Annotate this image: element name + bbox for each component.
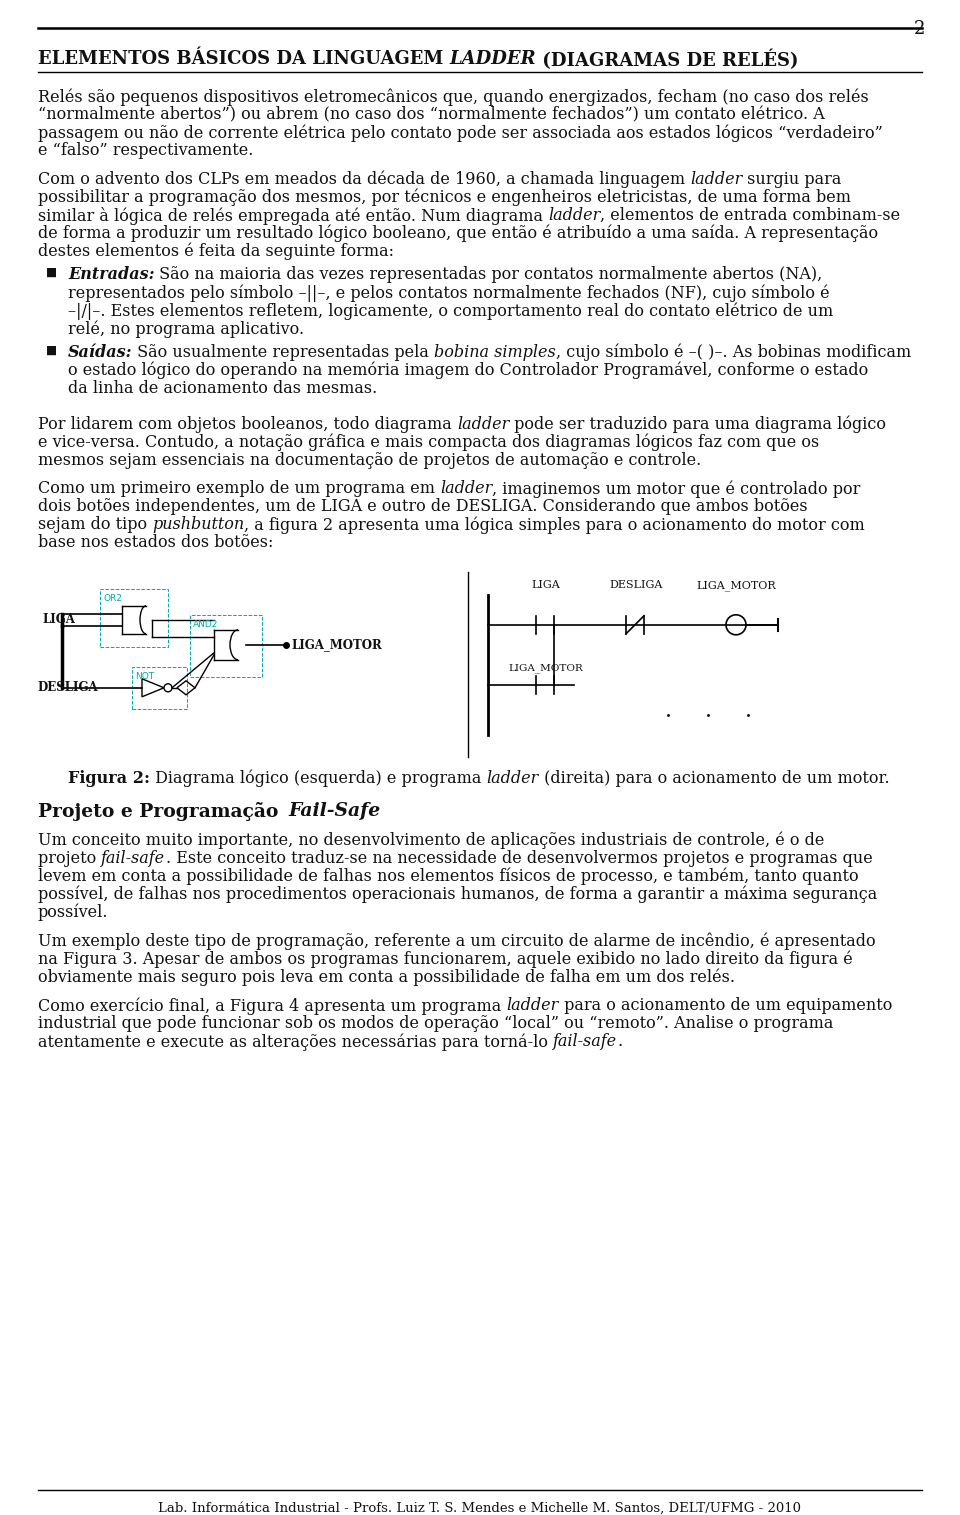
Text: Um exemplo deste tipo de programação, referente a um circuito de alarme de incên: Um exemplo deste tipo de programação, re…	[38, 933, 876, 950]
Text: sejam do tipo: sejam do tipo	[38, 517, 153, 533]
Text: ELEMENTOS BÁSICOS DA LINGUAGEM: ELEMENTOS BÁSICOS DA LINGUAGEM	[38, 50, 449, 68]
Bar	[100, 589, 168, 647]
Text: representados pelo símbolo –||–, e pelos contatos normalmente fechados (NF), cuj: representados pelo símbolo –||–, e pelos…	[68, 285, 829, 301]
Text: dois botões independentes, um de LIGA e outro de DESLIGA. Considerando que ambos: dois botões independentes, um de LIGA e …	[38, 498, 807, 515]
Text: AND2: AND2	[193, 620, 218, 629]
Text: Um conceito muito importante, no desenvolvimento de aplicações industriais de co: Um conceito muito importante, no desenvo…	[38, 832, 825, 850]
Text: da linha de acionamento das mesmas.: da linha de acionamento das mesmas.	[68, 380, 377, 397]
Text: LIGA_MOTOR: LIGA_MOTOR	[509, 664, 584, 673]
Text: relé, no programa aplicativo.: relé, no programa aplicativo.	[68, 320, 304, 338]
Text: ladder: ladder	[457, 415, 509, 433]
Text: (DIAGRAMAS DE RELÉS): (DIAGRAMAS DE RELÉS)	[537, 50, 799, 70]
Text: Diagrama lógico (esquerda) e programa: Diagrama lógico (esquerda) e programa	[150, 770, 487, 788]
Text: e vice-versa. Contudo, a notação gráfica e mais compacta dos diagramas lógicos f: e vice-versa. Contudo, a notação gráfica…	[38, 433, 819, 451]
Text: ladder: ladder	[506, 997, 559, 1015]
Text: NOT: NOT	[135, 671, 155, 680]
Text: ■: ■	[46, 267, 58, 279]
Text: , elementos de entrada combinam-se: , elementos de entrada combinam-se	[600, 208, 900, 224]
Text: –|/|–. Estes elementos refletem, logicamente, o comportamento real do contato el: –|/|–. Estes elementos refletem, logicam…	[68, 301, 833, 320]
Text: . Este conceito traduz-se na necessidade de desenvolvermos projetos e programas : . Este conceito traduz-se na necessidade…	[165, 850, 873, 867]
Text: (direita) para o acionamento de um motor.: (direita) para o acionamento de um motor…	[539, 770, 889, 786]
Text: São usualmente representadas pela: São usualmente representadas pela	[132, 344, 435, 361]
Text: DESLIGA: DESLIGA	[610, 580, 662, 589]
Text: fail-safe: fail-safe	[102, 850, 165, 867]
Text: , imaginemos um motor que é controlado por: , imaginemos um motor que é controlado p…	[492, 480, 861, 498]
Text: destes elementos é feita da seguinte forma:: destes elementos é feita da seguinte for…	[38, 242, 394, 261]
Text: , a figura 2 apresenta uma lógica simples para o acionamento do motor com: , a figura 2 apresenta uma lógica simple…	[245, 517, 865, 533]
Text: Por lidarem com objetos booleanos, todo diagrama: Por lidarem com objetos booleanos, todo …	[38, 415, 457, 433]
Text: Saídas:: Saídas:	[68, 344, 132, 361]
Text: LIGA: LIGA	[532, 580, 561, 589]
Text: de forma a produzir um resultado lógico booleano, que então é atribuído a uma sa: de forma a produzir um resultado lógico …	[38, 224, 878, 242]
Text: para o acionamento de um equipamento: para o acionamento de um equipamento	[559, 997, 892, 1015]
Text: similar à lógica de relés empregada até então. Num diagrama: similar à lógica de relés empregada até …	[38, 208, 548, 224]
Bar	[190, 615, 262, 677]
Text: Figura 2:: Figura 2:	[68, 770, 150, 786]
Text: na Figura 3. Apesar de ambos os programas funcionarem, aquele exibido no lado di: na Figura 3. Apesar de ambos os programa…	[38, 950, 852, 968]
Text: o estado lógico do operando na memória imagem do Controlador Programável, confor: o estado lógico do operando na memória i…	[68, 362, 868, 379]
Text: Relés são pequenos dispositivos eletromecânicos que, quando energizados, fecham : Relés são pequenos dispositivos eletrome…	[38, 88, 869, 106]
Text: industrial que pode funcionar sob os modos de operação “local” ou “remoto”. Anal: industrial que pode funcionar sob os mod…	[38, 1015, 833, 1032]
Text: .: .	[617, 1033, 622, 1050]
Text: passagem ou não de corrente elétrica pelo contato pode ser associada aos estados: passagem ou não de corrente elétrica pel…	[38, 124, 883, 141]
Text: 2: 2	[914, 20, 925, 38]
Text: Entradas:: Entradas:	[68, 267, 155, 283]
Text: São na maioria das vezes representadas por contatos normalmente abertos (NA),: São na maioria das vezes representadas p…	[155, 267, 823, 283]
Text: LADDER: LADDER	[449, 50, 537, 68]
Text: “normalmente abertos”) ou abrem (no caso dos “normalmente fechados”) um contato : “normalmente abertos”) ou abrem (no caso…	[38, 106, 825, 123]
Text: , cujo símbolo é –( )–. As bobinas modificam: , cujo símbolo é –( )–. As bobinas modif…	[556, 344, 911, 361]
Text: mesmos sejam essenciais na documentação de projetos de automação e controle.: mesmos sejam essenciais na documentação …	[38, 451, 701, 468]
Text: pode ser traduzido para uma diagrama lógico: pode ser traduzido para uma diagrama lóg…	[509, 415, 886, 433]
Text: Com o advento dos CLPs em meados da década de 1960, a chamada linguagem: Com o advento dos CLPs em meados da déca…	[38, 171, 690, 188]
Text: surgiu para: surgiu para	[742, 171, 842, 188]
Text: base nos estados dos botões:: base nos estados dos botões:	[38, 535, 274, 551]
Text: levem em conta a possibilidade de falhas nos elementos físicos de processo, e ta: levem em conta a possibilidade de falhas…	[38, 868, 858, 885]
Text: Projeto e Programação: Projeto e Programação	[38, 801, 285, 821]
Text: ladder: ladder	[690, 171, 742, 188]
Bar	[132, 667, 187, 709]
Text: possibilitar a programação dos mesmos, por técnicos e engenheiros eletricistas, : possibilitar a programação dos mesmos, p…	[38, 189, 851, 206]
Text: atentamente e execute as alterações necessárias para torná-lo: atentamente e execute as alterações nece…	[38, 1033, 553, 1051]
Text: possível.: possível.	[38, 904, 108, 921]
Text: projeto: projeto	[38, 850, 102, 867]
Text: obviamente mais seguro pois leva em conta a possibilidade de falha em um dos rel: obviamente mais seguro pois leva em cont…	[38, 968, 735, 986]
Text: ladder: ladder	[487, 770, 539, 786]
Text: Como um primeiro exemplo de um programa em: Como um primeiro exemplo de um programa …	[38, 480, 440, 497]
Text: ladder: ladder	[548, 208, 600, 224]
Text: e “falso” respectivamente.: e “falso” respectivamente.	[38, 142, 253, 159]
Text: LIGA_MOTOR: LIGA_MOTOR	[696, 580, 776, 591]
Text: DESLIGA: DESLIGA	[37, 682, 98, 694]
Text: pushbutton: pushbutton	[153, 517, 245, 533]
Text: OR2: OR2	[103, 594, 122, 603]
Text: LIGA: LIGA	[42, 614, 75, 626]
Text: possível, de falhas nos procedimentos operacionais humanos, de forma a garantir : possível, de falhas nos procedimentos op…	[38, 886, 877, 903]
Text: ■: ■	[46, 344, 58, 356]
Text: ladder: ladder	[440, 480, 492, 497]
Text: bobina simples: bobina simples	[435, 344, 556, 361]
Text: fail-safe: fail-safe	[553, 1033, 617, 1050]
Text: Fail-Safe: Fail-Safe	[288, 801, 380, 820]
Text: Como exercício final, a Figura 4 apresenta um programa: Como exercício final, a Figura 4 apresen…	[38, 997, 506, 1015]
Text: LIGA_MOTOR: LIGA_MOTOR	[291, 638, 382, 651]
Text: Lab. Informática Industrial - Profs. Luiz T. S. Mendes e Michelle M. Santos, DEL: Lab. Informática Industrial - Profs. Lui…	[158, 1501, 802, 1515]
